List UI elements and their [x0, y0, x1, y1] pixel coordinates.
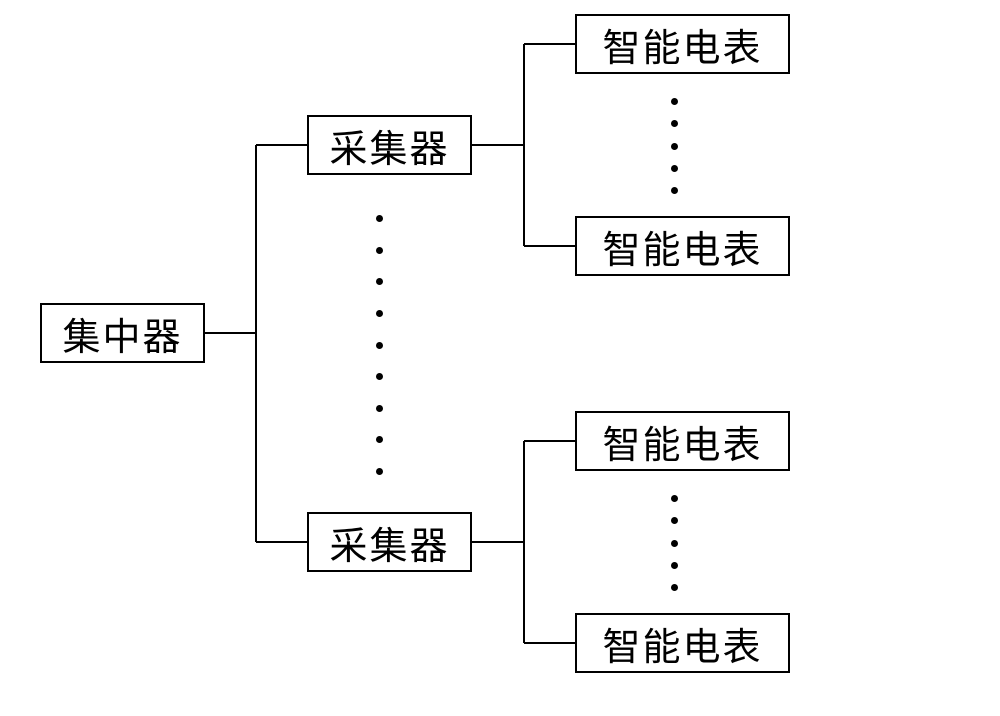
- diagram-canvas: 集中器 采集器 采集器 智能电表 智能电表 智能电表 智能电表: [0, 0, 1000, 716]
- connectors-svg: [0, 0, 1000, 716]
